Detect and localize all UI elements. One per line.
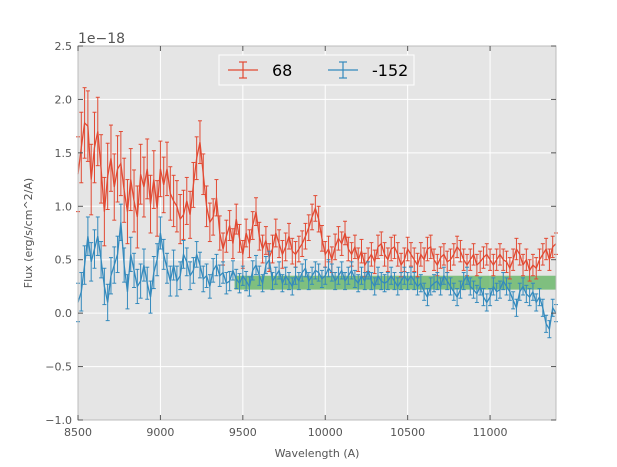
series-layer: [76, 87, 558, 339]
x-tick-label: 8500: [64, 426, 92, 439]
y-tick-label: 1.0: [55, 200, 73, 213]
y-ticks: −1.0 −0.5 0.0 0.5 1.0 1.5 2.0 2.5: [45, 40, 556, 427]
y-offset-label: 1e−18: [78, 31, 125, 47]
plot-background: [78, 46, 556, 420]
series-line: [77, 222, 557, 332]
x-tick-label: 10500: [390, 426, 425, 439]
legend-label-series-2: -152: [372, 61, 408, 80]
legend: 68 -152: [218, 54, 415, 86]
x-tick-label: 11000: [473, 426, 508, 439]
plot-frame: [77, 45, 557, 421]
x-axis-label: Wavelength (A): [275, 447, 360, 460]
y-tick-label: 2.5: [55, 40, 73, 53]
y-tick-label: 1.5: [55, 147, 73, 160]
series-1: [76, 87, 558, 282]
y-tick-label: −1.0: [45, 414, 72, 427]
series-line: [77, 121, 557, 272]
y-tick-label: 2.0: [55, 93, 73, 106]
legend-key-series-2: [328, 61, 358, 79]
y-axis-label: Flux (erg/s/cm^2/A): [22, 178, 35, 288]
y-tick-label: 0.0: [55, 307, 73, 320]
legend-key-series-1: [228, 61, 258, 79]
y-tick-label: 0.5: [55, 254, 73, 267]
legend-label-series-1: 68: [272, 61, 292, 80]
series-2: [76, 203, 558, 339]
x-tick-label: 10000: [308, 426, 343, 439]
x-tick-label: 9000: [146, 426, 174, 439]
y-tick-label: −0.5: [45, 361, 72, 374]
x-tick-label: 9500: [229, 426, 257, 439]
x-ticks: 8500 9000 9500 10000 10500 11000: [64, 46, 508, 439]
